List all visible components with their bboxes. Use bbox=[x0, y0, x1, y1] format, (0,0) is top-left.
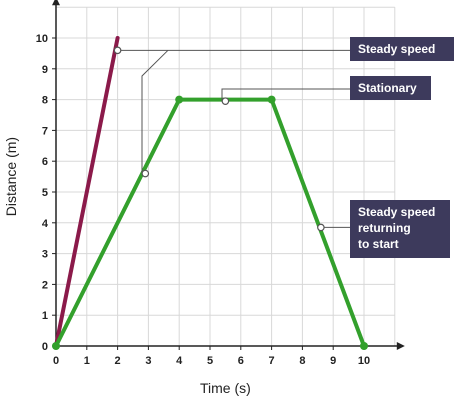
x-tick-label: 3 bbox=[145, 355, 151, 367]
y-tick-label: 6 bbox=[42, 156, 48, 168]
annotation-marker bbox=[141, 169, 150, 178]
y-tick-label: 7 bbox=[42, 125, 48, 137]
x-tick-label: 8 bbox=[299, 355, 305, 367]
x-tick-label: 6 bbox=[238, 355, 244, 367]
x-tick-label: 7 bbox=[269, 355, 275, 367]
annotation-text: Steady speed bbox=[358, 42, 435, 56]
y-tick-label: 2 bbox=[42, 279, 48, 291]
y-tick-label: 8 bbox=[42, 95, 48, 107]
x-tick-label: 5 bbox=[207, 355, 213, 367]
axes: 0 1 2 3 4 5 6 7 8 9 10 0 1 2 3 4 5 6 7 8 9 10 bbox=[36, 0, 405, 367]
y-tick-label: 4 bbox=[42, 218, 49, 230]
y-tick-label: 1 bbox=[42, 310, 48, 322]
annotation-text: Stationary bbox=[358, 81, 417, 95]
grid bbox=[56, 6, 396, 346]
annotations-layer: Steady speed Stationary Steady speed return… bbox=[113, 37, 454, 258]
series-point bbox=[360, 342, 368, 350]
y-tick-label: 3 bbox=[42, 249, 48, 261]
annotation-text: Steady speed bbox=[358, 205, 435, 219]
annotation-marker bbox=[113, 46, 122, 55]
annotation-marker bbox=[221, 97, 230, 105]
y-tick-label: 10 bbox=[36, 33, 48, 45]
x-tick-label: 4 bbox=[176, 355, 183, 367]
x-tick-label: 9 bbox=[330, 355, 336, 367]
series-point bbox=[267, 95, 276, 104]
y-tick-label: 0 bbox=[42, 341, 48, 353]
series-point bbox=[52, 342, 60, 350]
x-tick-label: 0 bbox=[53, 355, 59, 367]
y-axis-label: Distance (m) bbox=[3, 137, 19, 216]
annotation-box bbox=[350, 76, 431, 100]
y-tick-label: 9 bbox=[42, 64, 48, 76]
series-point bbox=[175, 95, 184, 104]
x-tick-label: 10 bbox=[358, 355, 370, 367]
x-tick-label: 1 bbox=[84, 355, 90, 367]
x-axis-arrow bbox=[396, 342, 405, 350]
annotation-box bbox=[350, 37, 454, 61]
series-line-1 bbox=[54, 36, 120, 348]
annotation-text: returning bbox=[358, 221, 411, 235]
x-tick-label: 2 bbox=[115, 355, 121, 367]
x-axis-label: Time (s) bbox=[200, 380, 251, 396]
y-tick-label: 5 bbox=[42, 187, 48, 199]
annotation-marker bbox=[317, 223, 325, 232]
annotation-text: to start bbox=[358, 237, 399, 251]
annotation-box bbox=[350, 200, 450, 258]
y-axis-arrow bbox=[52, 0, 60, 6]
